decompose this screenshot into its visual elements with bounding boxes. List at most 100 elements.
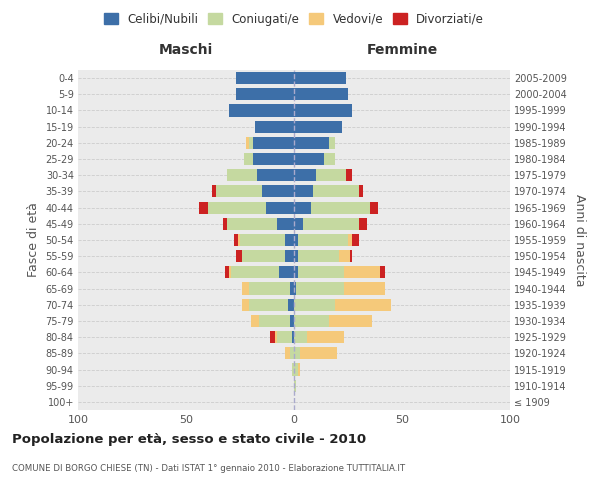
Bar (294, 234, 298, 246)
Text: Maschi: Maschi (159, 43, 213, 57)
Bar (298, 250, 340, 262)
Bar (232, 266, 279, 278)
Bar (329, 137, 335, 149)
Bar (290, 282, 294, 294)
Bar (294, 331, 307, 343)
Bar (294, 380, 296, 392)
Bar (292, 331, 294, 343)
Bar (229, 104, 294, 117)
Text: Popolazione per età, sesso e stato civile - 2010: Popolazione per età, sesso e stato civil… (12, 432, 366, 446)
Bar (259, 315, 290, 327)
Bar (301, 348, 337, 360)
Bar (359, 186, 363, 198)
Bar (227, 169, 257, 181)
Bar (242, 282, 248, 294)
Bar (212, 186, 216, 198)
Bar (229, 266, 232, 278)
Bar (236, 250, 242, 262)
Bar (311, 202, 370, 213)
Bar (298, 266, 344, 278)
Text: COMUNE DI BORGO CHIESE (TN) - Dati ISTAT 1° gennaio 2010 - Elaborazione TUTTITAL: COMUNE DI BORGO CHIESE (TN) - Dati ISTAT… (12, 464, 405, 473)
Bar (313, 186, 359, 198)
Bar (247, 137, 248, 149)
Bar (294, 282, 296, 294)
Bar (233, 234, 238, 246)
Bar (253, 153, 294, 165)
Bar (248, 282, 290, 294)
Bar (294, 104, 352, 117)
Bar (298, 364, 301, 376)
Bar (346, 169, 352, 181)
Bar (370, 202, 378, 213)
Bar (294, 364, 298, 376)
Bar (348, 234, 352, 246)
Bar (270, 331, 275, 343)
Bar (277, 331, 292, 343)
Bar (340, 250, 350, 262)
Bar (236, 88, 294, 101)
Bar (290, 315, 294, 327)
Bar (329, 315, 372, 327)
Bar (294, 120, 341, 132)
Bar (223, 218, 227, 230)
Bar (290, 348, 294, 360)
Text: Femmine: Femmine (367, 43, 437, 57)
Bar (302, 218, 359, 230)
Bar (287, 298, 294, 311)
Bar (240, 234, 286, 246)
Bar (298, 234, 348, 246)
Y-axis label: Anni di nascita: Anni di nascita (574, 194, 586, 286)
Bar (262, 186, 294, 198)
Bar (216, 186, 262, 198)
Bar (294, 250, 298, 262)
Bar (242, 298, 248, 311)
Bar (292, 364, 294, 376)
Bar (266, 202, 294, 213)
Bar (251, 315, 259, 327)
Bar (286, 250, 294, 262)
Bar (255, 120, 294, 132)
Bar (294, 186, 313, 198)
Bar (294, 348, 301, 360)
Bar (294, 218, 302, 230)
Bar (199, 202, 208, 213)
Bar (294, 72, 346, 84)
Bar (248, 137, 253, 149)
Bar (208, 202, 266, 213)
Legend: Celibi/Nubili, Coniugati/e, Vedovi/e, Divorziati/e: Celibi/Nubili, Coniugati/e, Vedovi/e, Di… (99, 8, 489, 30)
Bar (277, 218, 294, 230)
Bar (242, 250, 286, 262)
Bar (294, 153, 324, 165)
Bar (352, 234, 359, 246)
Bar (344, 282, 385, 294)
Bar (279, 266, 294, 278)
Bar (344, 266, 380, 278)
Bar (296, 282, 344, 294)
Bar (286, 348, 290, 360)
Bar (294, 137, 329, 149)
Bar (286, 234, 294, 246)
Bar (294, 315, 329, 327)
Bar (294, 266, 298, 278)
Bar (257, 169, 294, 181)
Bar (316, 169, 346, 181)
Bar (244, 153, 253, 165)
Bar (225, 266, 229, 278)
Bar (236, 72, 294, 84)
Bar (294, 88, 348, 101)
Bar (324, 153, 335, 165)
Bar (359, 218, 367, 230)
Bar (248, 298, 287, 311)
Bar (380, 266, 385, 278)
Bar (238, 234, 240, 246)
Bar (294, 298, 335, 311)
Bar (335, 298, 391, 311)
Bar (294, 169, 316, 181)
Bar (350, 250, 352, 262)
Y-axis label: Fasce di età: Fasce di età (27, 202, 40, 278)
Bar (253, 137, 294, 149)
Bar (275, 331, 277, 343)
Bar (294, 202, 311, 213)
Bar (227, 218, 277, 230)
Bar (307, 331, 344, 343)
